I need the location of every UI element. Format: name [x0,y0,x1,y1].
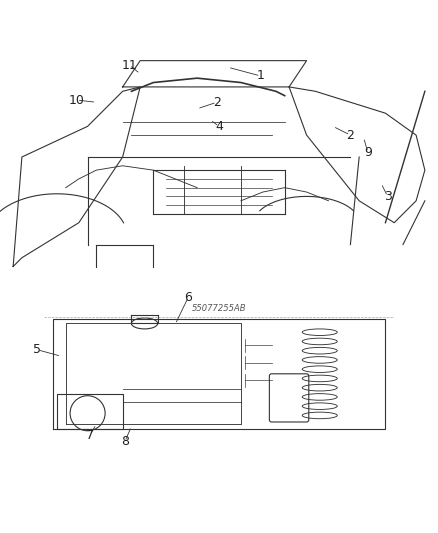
Text: 7: 7 [86,429,94,442]
Text: 9: 9 [364,146,372,159]
Text: 2: 2 [346,128,354,142]
Text: 55077255AB: 55077255AB [192,304,246,313]
Text: 5: 5 [33,343,41,356]
Text: 2: 2 [213,96,221,109]
Text: 3: 3 [384,190,392,203]
Text: 8: 8 [121,435,129,448]
Text: 1: 1 [257,69,265,83]
Text: 6: 6 [184,290,192,304]
Text: 4: 4 [215,120,223,133]
Text: 11: 11 [121,59,137,71]
Text: 10: 10 [69,94,85,107]
